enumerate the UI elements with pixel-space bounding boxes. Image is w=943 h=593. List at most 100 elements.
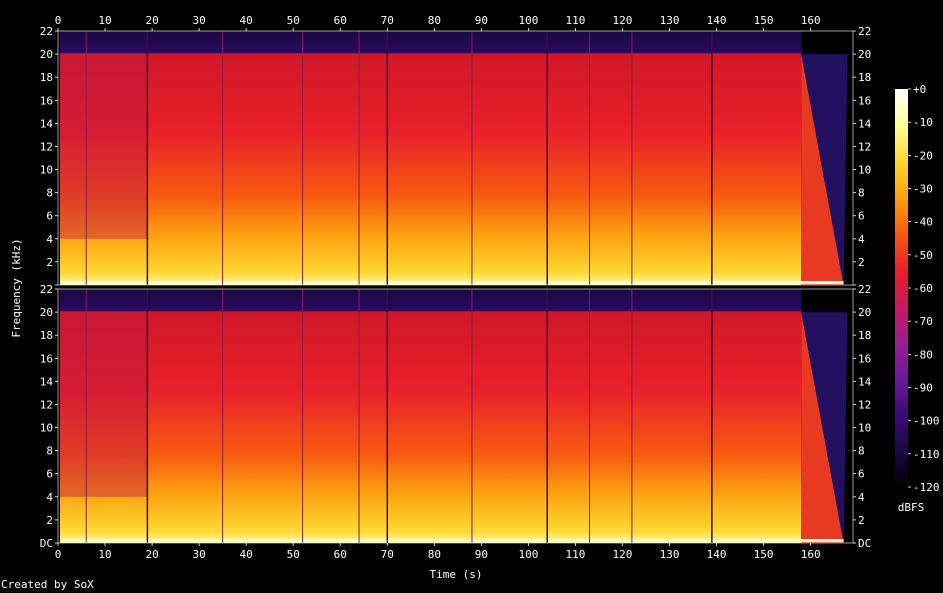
y-tick-label: 14 — [858, 375, 872, 388]
y-tick-label: 14 — [858, 117, 872, 130]
y-tick-label: 4 — [46, 491, 53, 504]
y-tick-label: 22 — [40, 25, 53, 38]
panel-frame — [57, 288, 854, 544]
x-tick-label: 110 — [566, 14, 586, 27]
colorbar-tick-label: -60 — [913, 282, 933, 295]
x-tick-label: 80 — [428, 14, 441, 27]
fade-noise-floor — [801, 312, 848, 543]
y-tick-label: 20 — [40, 306, 53, 319]
colorbar-tick-label: -20 — [913, 149, 933, 162]
dc-band — [60, 281, 844, 284]
y-tick-label: 4 — [46, 233, 53, 246]
colorbar-tick-label: -50 — [913, 249, 933, 262]
colorbar-tick-label: +0 — [913, 83, 926, 96]
x-tick-label: 50 — [287, 548, 300, 561]
y-tick-label: 2 — [46, 256, 53, 269]
fade-tail — [801, 312, 844, 543]
y-axis-label: Frequency (kHz) — [10, 238, 23, 337]
colorbar-tick-label: -120 — [913, 481, 940, 494]
y-tick-label: DC — [40, 537, 53, 550]
x-tick-label: 40 — [240, 14, 253, 27]
y-tick-label: 22 — [40, 283, 53, 296]
quiet-intro-region — [60, 312, 148, 497]
quiet-intro-region — [60, 54, 148, 239]
y-tick-label: 18 — [858, 71, 871, 84]
x-tick-label: 80 — [428, 548, 441, 561]
panel-frame — [57, 30, 854, 286]
x-tick-label: 70 — [381, 14, 394, 27]
y-tick-label: 16 — [40, 352, 53, 365]
y-tick-label: 6 — [46, 210, 53, 223]
x-tick-label: 120 — [613, 548, 633, 561]
x-tick-label: 100 — [518, 548, 538, 561]
spectral-body — [60, 31, 802, 285]
y-tick-label: 14 — [40, 375, 54, 388]
x-tick-label: 30 — [192, 548, 205, 561]
y-tick-label: 6 — [858, 210, 865, 223]
x-tick-label: 0 — [55, 14, 62, 27]
y-tick-label: 2 — [46, 514, 53, 527]
y-tick-label: 20 — [858, 48, 871, 61]
colorbar-tick-label: -30 — [913, 183, 933, 196]
y-tick-label: 6 — [858, 468, 865, 481]
y-tick-label: 4 — [858, 233, 865, 246]
colorbar-tick-label: -70 — [913, 315, 933, 328]
x-tick-label: 10 — [98, 548, 111, 561]
y-tick-label: 12 — [858, 140, 871, 153]
x-tick-label: 130 — [660, 548, 680, 561]
colorbar-tick-label: -10 — [913, 116, 933, 129]
colorbar: +0 -10 -20 -30 -40 -50 -60 -70 -80 -90 -100 -110 -12… — [895, 83, 940, 494]
x-tick-label: 140 — [707, 548, 727, 561]
x-axis-label: Time (s) — [430, 568, 483, 581]
channel-2-spectrogram — [57, 288, 854, 544]
colorbar-tick-label: -110 — [913, 448, 940, 461]
x-tick-label: 50 — [287, 14, 300, 27]
y-tick-label: 20 — [858, 306, 871, 319]
y-tick-label: 20 — [40, 48, 53, 61]
credit-text: Created by SoX — [1, 578, 94, 591]
colorbar-tick-label: -100 — [913, 415, 940, 428]
x-tick-label: 90 — [475, 548, 488, 561]
x-tick-label: 140 — [707, 14, 727, 27]
y-tick-label: 2 — [858, 256, 865, 269]
x-tick-label: 160 — [801, 14, 821, 27]
spectral-body — [60, 289, 802, 543]
y-tick-label: 8 — [46, 445, 53, 458]
colorbar-tick-label: -40 — [913, 216, 933, 229]
x-tick-label: 60 — [334, 14, 347, 27]
dc-band — [60, 539, 844, 542]
x-tick-label: 150 — [754, 14, 774, 27]
y-tick-label: 18 — [40, 329, 53, 342]
y-tick-label: 14 — [40, 117, 54, 130]
channel-1-spectrogram — [57, 30, 854, 286]
spectrogram-panels — [57, 30, 854, 544]
y-tick-label: 4 — [858, 491, 865, 504]
y-tick-label: 10 — [858, 164, 871, 177]
y-tick-label: DC — [858, 537, 871, 550]
x-tick-label: 0 — [55, 548, 62, 561]
y-tick-label: 8 — [858, 187, 865, 200]
x-tick-label: 160 — [801, 548, 821, 561]
x-tick-label: 90 — [475, 14, 488, 27]
colorbar-scale — [895, 89, 908, 487]
colorbar-tick-label: -80 — [913, 348, 933, 361]
fade-noise-floor — [801, 54, 848, 285]
y-tick-label: 22 — [858, 283, 871, 296]
y-tick-label: 22 — [858, 25, 871, 38]
y-tick-label: 10 — [40, 422, 53, 435]
y-tick-label: 18 — [40, 71, 53, 84]
y-tick-label: 12 — [40, 140, 53, 153]
x-tick-label: 60 — [334, 548, 347, 561]
x-tick-label: 20 — [145, 548, 158, 561]
colorbar-label: dBFS — [898, 501, 925, 514]
x-tick-label: 110 — [566, 548, 586, 561]
x-tick-label: 40 — [240, 548, 253, 561]
y-tick-label: 10 — [858, 422, 871, 435]
y-tick-label: 12 — [40, 398, 53, 411]
x-tick-label: 10 — [98, 14, 111, 27]
y-tick-label: 2 — [858, 514, 865, 527]
y-tick-label: 8 — [858, 445, 865, 458]
y-tick-label: 12 — [858, 398, 871, 411]
